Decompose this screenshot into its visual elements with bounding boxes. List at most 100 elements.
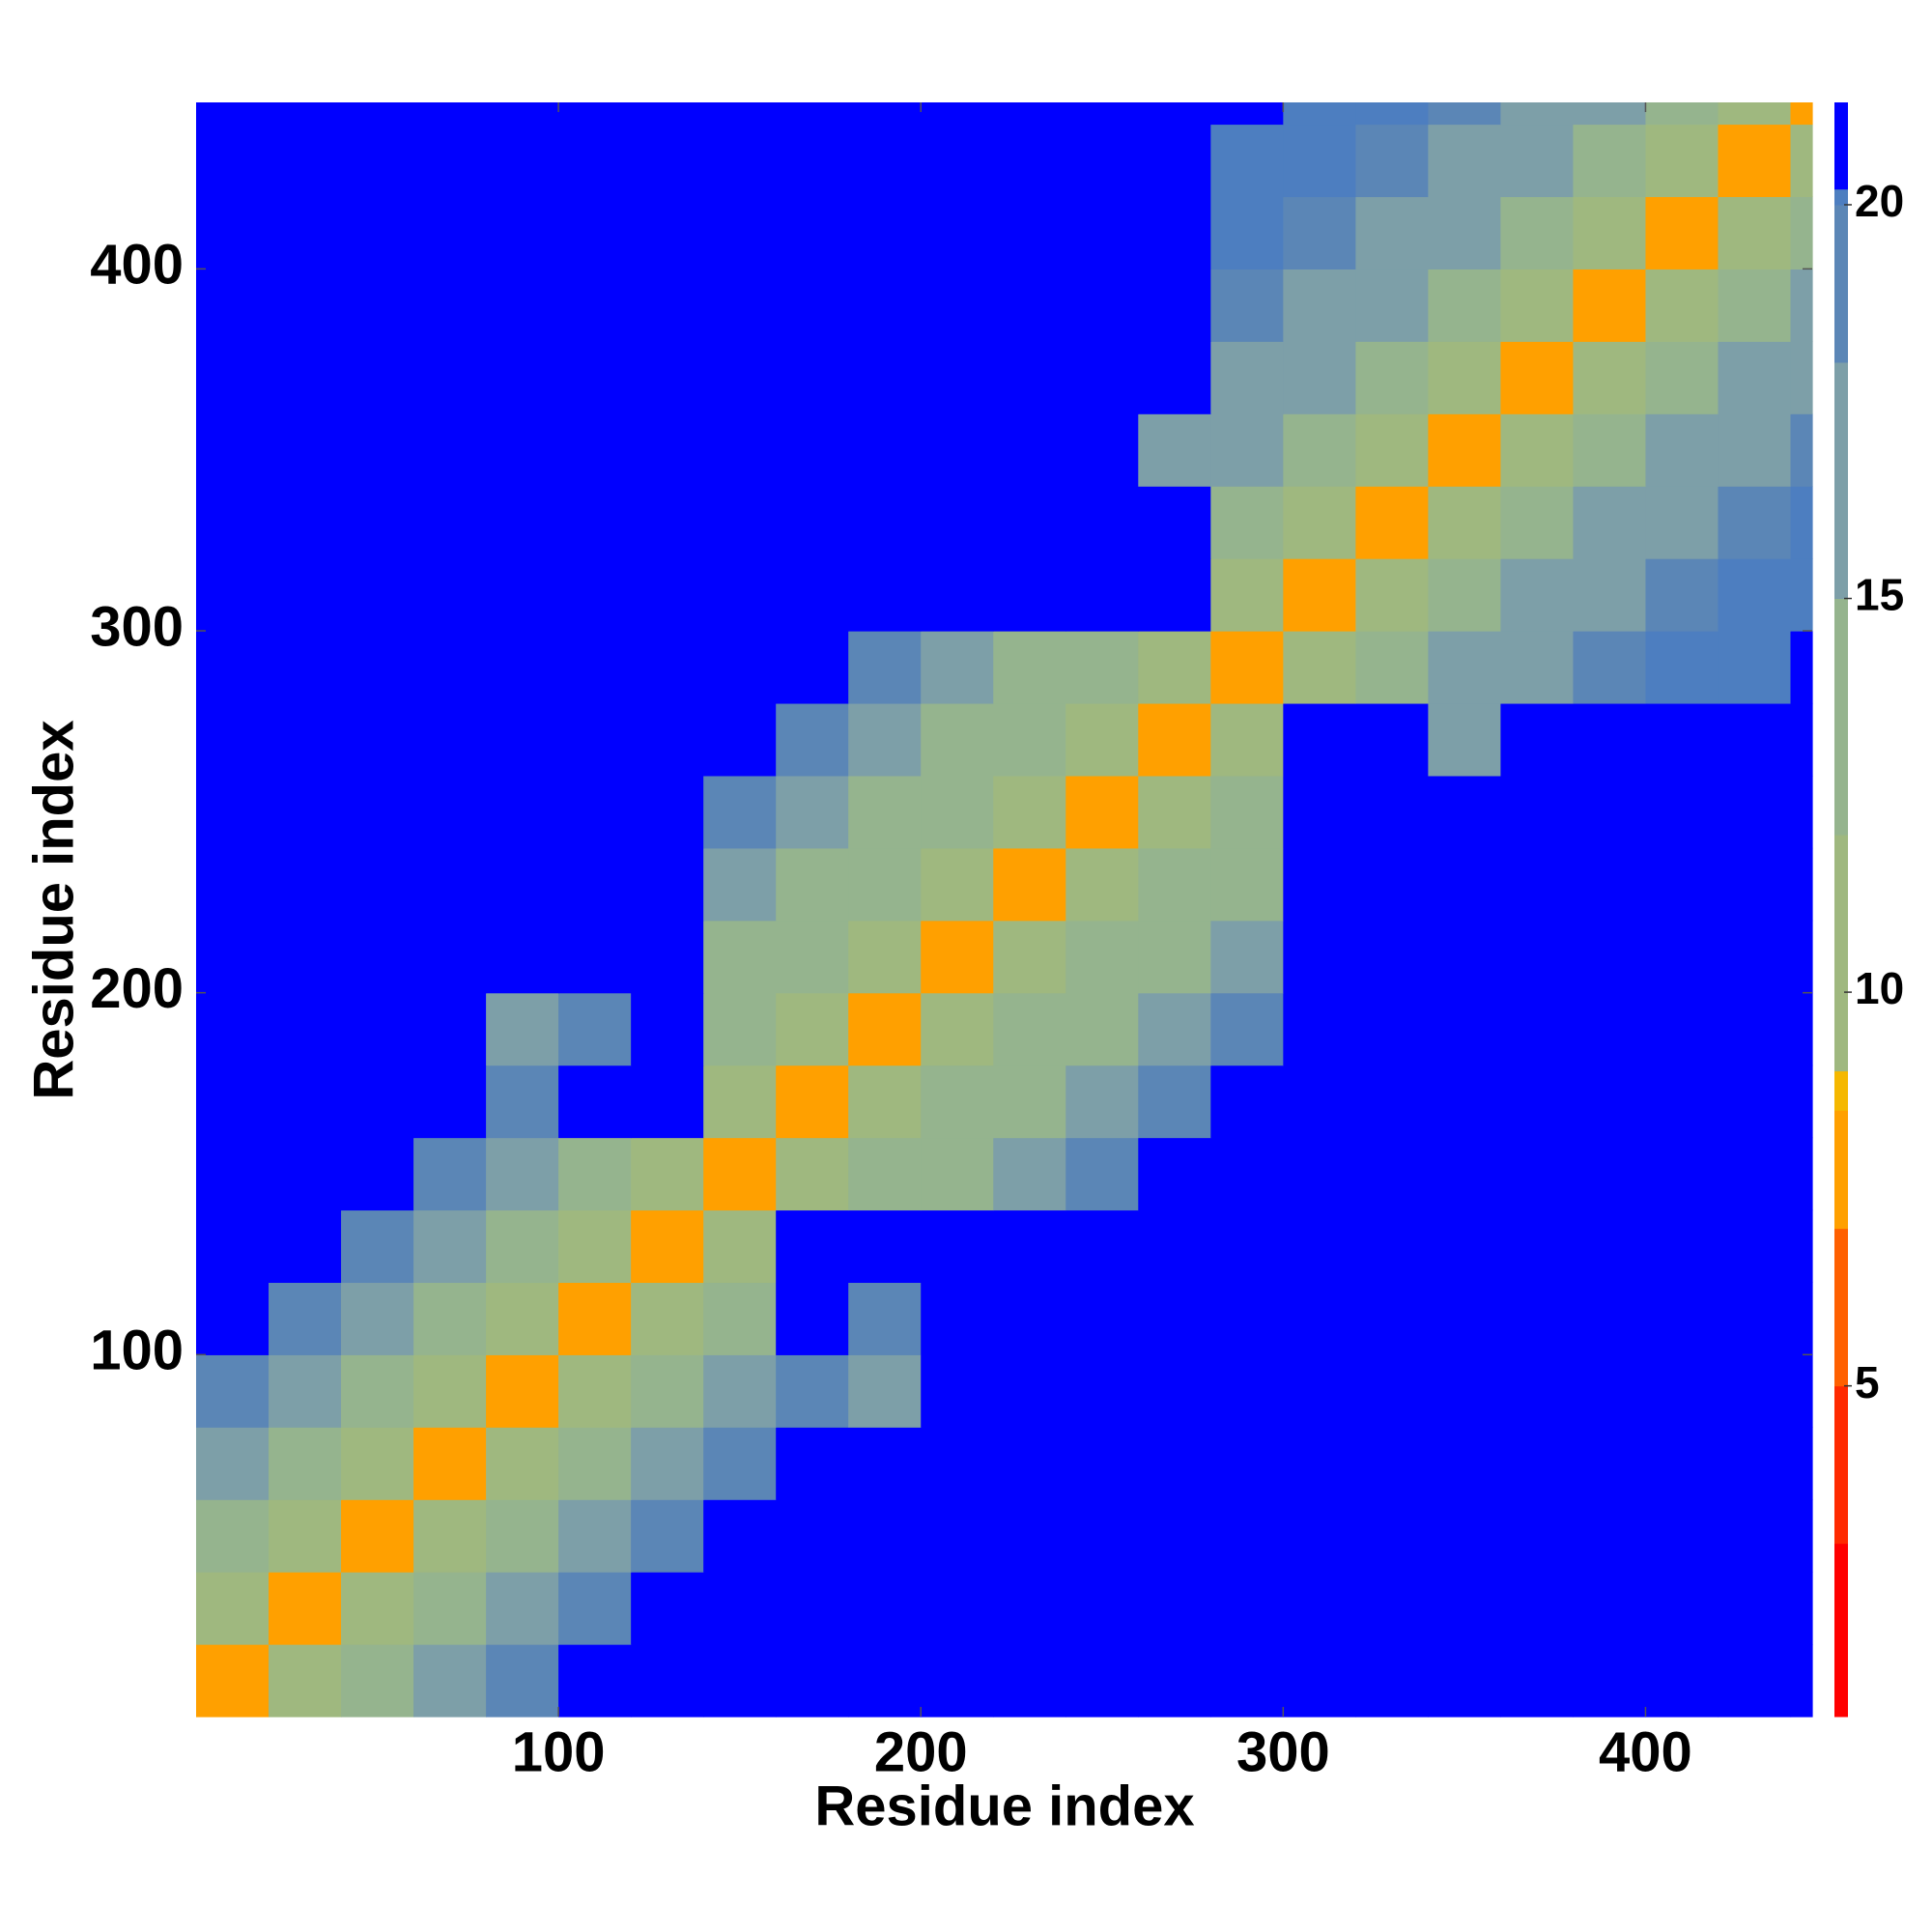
heatmap-cell [1790, 1137, 1813, 1211]
heatmap-cell [413, 1282, 487, 1355]
heatmap-cell [1645, 847, 1719, 922]
heatmap-cell [921, 631, 994, 704]
heatmap-cell [1210, 1644, 1284, 1718]
heatmap-cell [1645, 1354, 1719, 1428]
heatmap-cell [1065, 1427, 1139, 1500]
heatmap-cell [1210, 702, 1284, 777]
heatmap-cell [1428, 269, 1502, 342]
heatmap-cell [1428, 558, 1502, 632]
heatmap-cell [1283, 1065, 1356, 1139]
heatmap-cell [1428, 847, 1502, 922]
heatmap-cell [196, 702, 270, 777]
heatmap-cell [341, 486, 414, 559]
heatmap-cell [1790, 992, 1813, 1066]
colorbar-segment [1834, 188, 1848, 206]
heatmap-cell [703, 558, 777, 632]
heatmap-cell [631, 1427, 704, 1500]
heatmap-cell [993, 920, 1066, 994]
heatmap-cell [1355, 486, 1429, 559]
heatmap-cell [776, 631, 849, 704]
heatmap-cell [486, 1354, 559, 1428]
heatmap-cell [848, 486, 922, 559]
heatmap-cell [993, 775, 1066, 849]
heatmap-cell [269, 124, 342, 198]
heatmap-cell [1355, 1499, 1429, 1573]
heatmap-cell [631, 702, 704, 777]
heatmap-cell [703, 775, 777, 849]
heatmap-cell [1138, 992, 1211, 1066]
heatmap-cell [1138, 102, 1211, 126]
heatmap-cell [921, 702, 994, 777]
heatmap-cell [196, 847, 270, 922]
heatmap-cell [703, 992, 777, 1066]
heatmap-cell [1355, 920, 1429, 994]
heatmap-cell [776, 1427, 849, 1500]
heatmap-cell [1500, 486, 1575, 559]
heatmap-cell [196, 1209, 270, 1284]
colorbar-segment [1834, 1110, 1848, 1230]
heatmap-cell [558, 102, 632, 126]
heatmap-cell [413, 1644, 487, 1718]
colorbar-segment [1834, 1543, 1848, 1718]
heatmap-cell [1065, 1499, 1139, 1573]
colorbar-segment [1834, 204, 1848, 363]
heatmap-cell [486, 269, 559, 342]
heatmap-cell [341, 1282, 414, 1355]
heatmap-cell [848, 196, 922, 270]
heatmap-cell [993, 1499, 1066, 1573]
heatmap-cell [776, 1137, 849, 1211]
heatmap-cell [341, 102, 414, 126]
heatmap-cell [1355, 702, 1429, 777]
heatmap-cell [1500, 102, 1575, 126]
heatmap-cell [558, 702, 632, 777]
heatmap-cell [921, 1065, 994, 1139]
heatmap-cell [558, 341, 632, 414]
heatmap-cell [1065, 1644, 1139, 1718]
heatmap-cell [1355, 1572, 1429, 1645]
heatmap-cell [1428, 486, 1502, 559]
heatmap-cell [1210, 847, 1284, 922]
heatmap-cell [486, 702, 559, 777]
heatmap-cell [1210, 992, 1284, 1066]
heatmap-cell [1355, 196, 1429, 270]
heatmap-cell [631, 558, 704, 632]
heatmap-cell [1718, 102, 1792, 126]
heatmap-cell [1138, 920, 1211, 994]
heatmap-cell [703, 920, 777, 994]
heatmap-cell [631, 102, 704, 126]
heatmap-cell [1283, 847, 1356, 922]
heatmap-cell [1573, 702, 1647, 777]
heatmap-cell [703, 1354, 777, 1428]
heatmap-cell [776, 992, 849, 1066]
heatmap-cell [848, 1354, 922, 1428]
heatmap-cell [776, 1499, 849, 1573]
heatmap-cell [921, 1137, 994, 1211]
heatmap-cell [269, 1572, 342, 1645]
heatmap-cell [413, 847, 487, 922]
heatmap-cell [1210, 631, 1284, 704]
heatmap-cell [993, 1282, 1066, 1355]
heatmap-cell [1645, 413, 1719, 487]
heatmap-cell [341, 847, 414, 922]
heatmap-cell [703, 1282, 777, 1355]
y-tick-label: 200 [90, 957, 184, 1020]
heatmap-cell [196, 558, 270, 632]
heatmap-cell [1428, 992, 1502, 1066]
heatmap-cell [1500, 702, 1575, 777]
heatmap-cell [486, 1644, 559, 1718]
heatmap-cell [1138, 1427, 1211, 1500]
heatmap-cell [1428, 102, 1502, 126]
heatmap-cell [1428, 1065, 1502, 1139]
heatmap-cell [1500, 558, 1575, 632]
heatmap-cell [1210, 124, 1284, 198]
heatmap-cell [1210, 558, 1284, 632]
heatmap-cell [1790, 558, 1813, 632]
heatmap-cell [269, 341, 342, 414]
heatmap-cell [993, 124, 1066, 198]
heatmap-cell [1790, 1427, 1813, 1500]
heatmap-cell [776, 1354, 849, 1428]
heatmap-cell [1138, 269, 1211, 342]
heatmap-cell [921, 1354, 994, 1428]
heatmap-cell [1283, 1209, 1356, 1284]
heatmap-cell [1138, 1644, 1211, 1718]
